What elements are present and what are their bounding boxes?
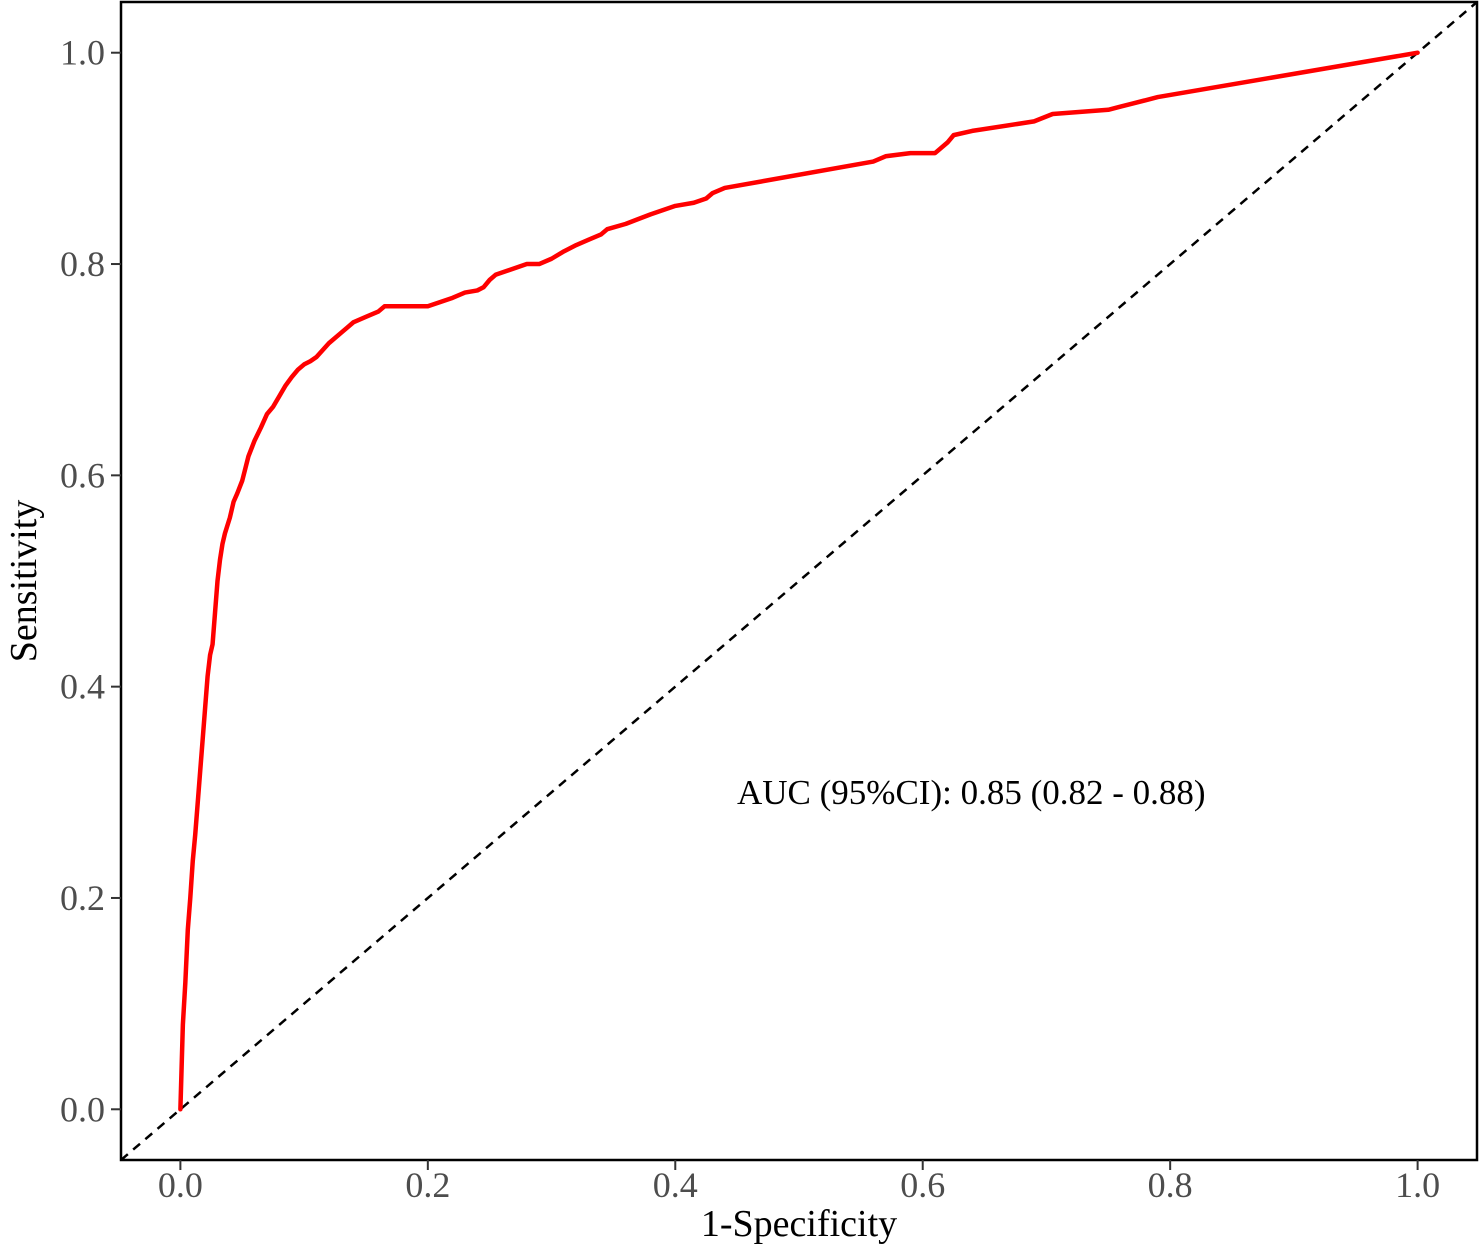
x-tick-label: 1.0 <box>1395 1165 1440 1205</box>
y-axis-title: Sensitivity <box>3 500 45 663</box>
y-tick-label: 0.4 <box>60 667 105 707</box>
y-axis-ticks: 0.0 0.2 0.4 0.6 0.8 1.0 <box>60 33 121 1129</box>
y-tick-label: 0.8 <box>60 244 105 284</box>
plot-panel <box>119 0 1479 1162</box>
x-tick-label: 0.4 <box>653 1165 698 1205</box>
x-tick-label: 0.0 <box>158 1165 203 1205</box>
roc-curve-line <box>178 50 1420 1112</box>
auc-annotation: AUC (95%CI): 0.85 (0.82 - 0.88) <box>737 773 1206 812</box>
y-tick-label: 0.2 <box>60 878 105 918</box>
x-tick-label: 0.6 <box>900 1165 945 1205</box>
y-tick-label: 0.6 <box>60 455 105 495</box>
x-tick-label: 0.2 <box>405 1165 450 1205</box>
y-tick-label: 1.0 <box>60 33 105 73</box>
x-axis-title: 1-Specificity <box>701 1203 897 1245</box>
series-layer <box>120 1 1478 1161</box>
x-axis-ticks: 0.0 0.2 0.4 0.6 0.8 1.0 <box>158 1160 1440 1205</box>
x-tick-label: 0.8 <box>1148 1165 1193 1205</box>
y-tick-label: 0.0 <box>60 1089 105 1129</box>
